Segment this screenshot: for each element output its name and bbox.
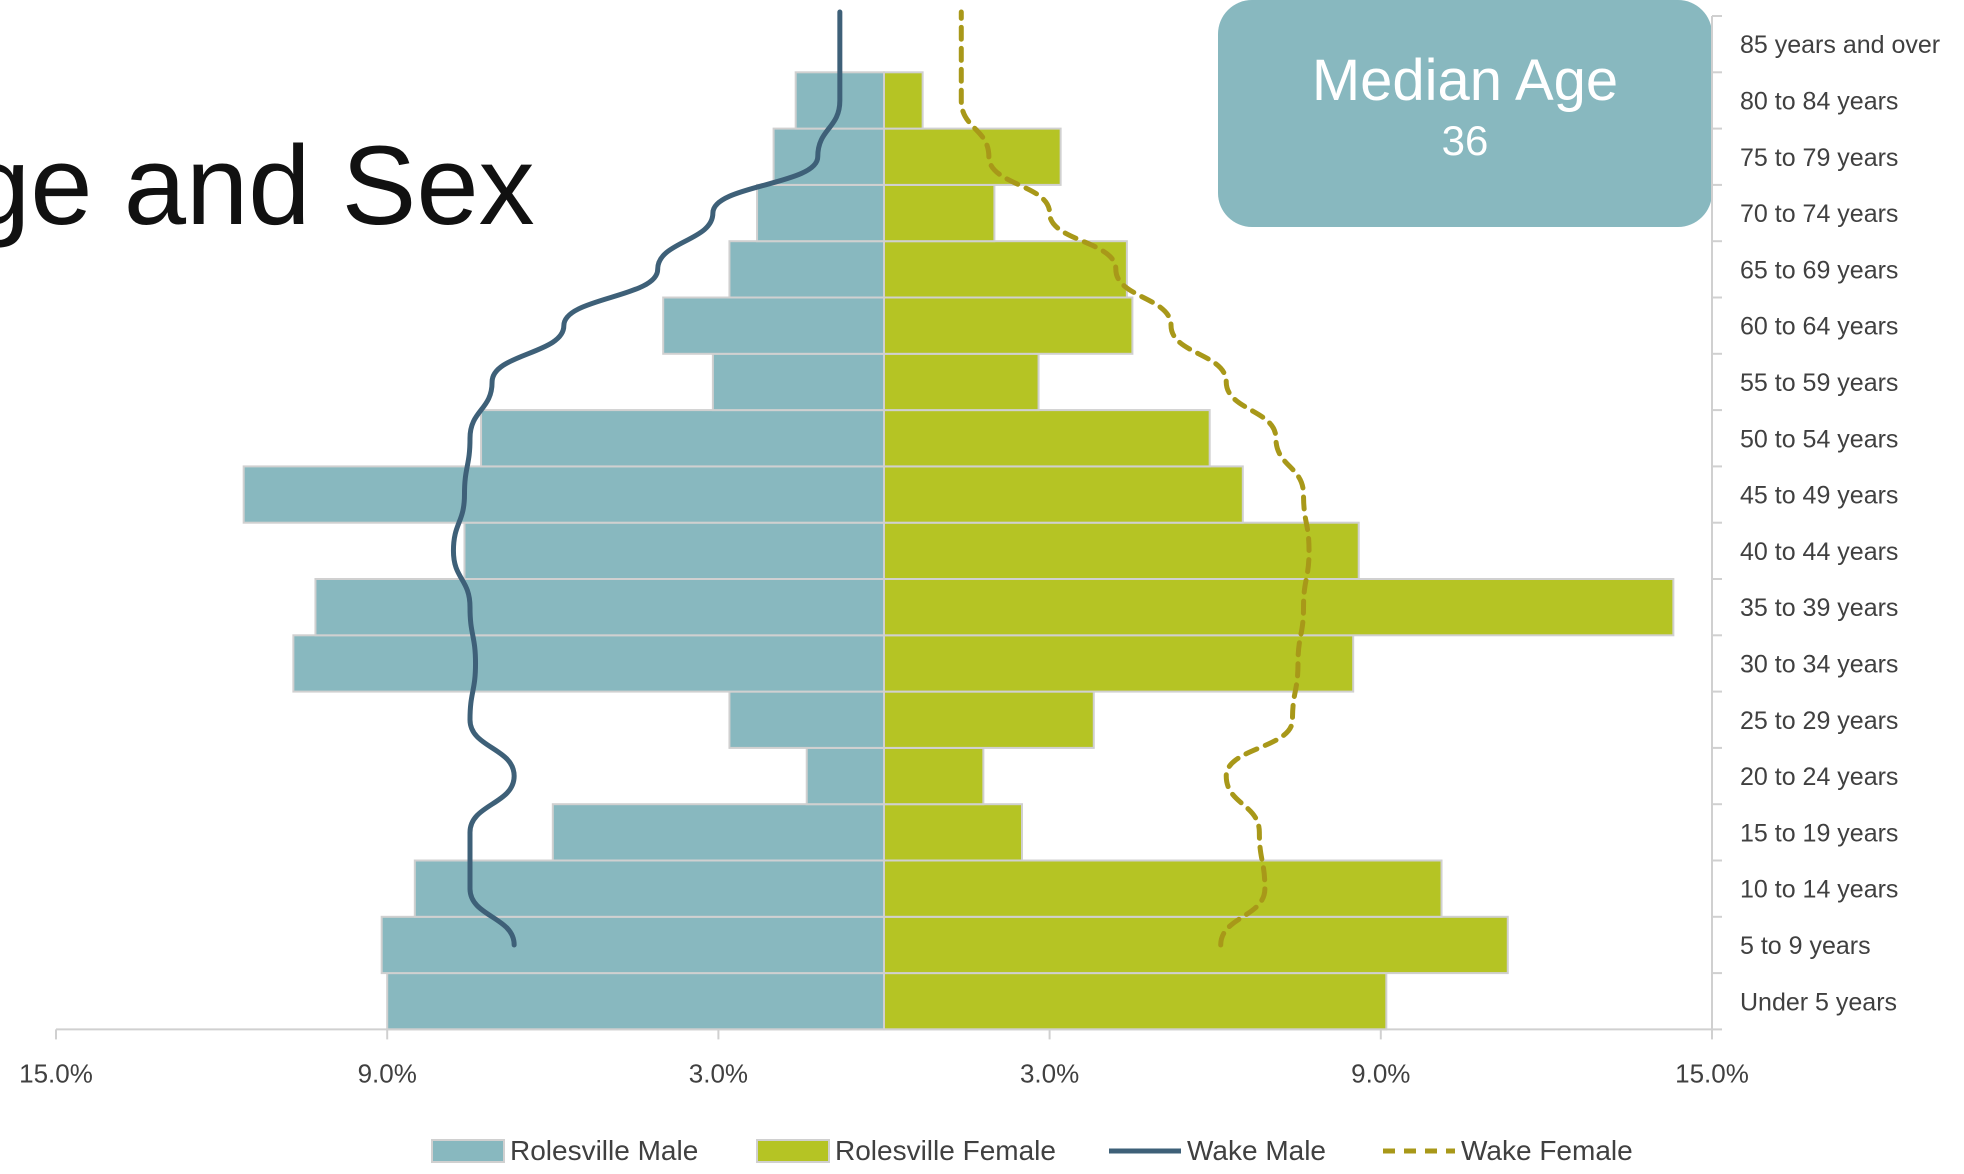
rolesville-male-bar — [756, 183, 885, 243]
rolesville-male-bar — [242, 465, 885, 524]
rolesville-male-bar — [728, 690, 885, 749]
wake-female-line — [958, 9, 1312, 948]
rolesville-female-bar — [883, 972, 1388, 1031]
x-tick-label: 15.0% — [19, 1058, 93, 1088]
y-tick-label: 5 to 9 years — [1740, 932, 1871, 960]
rolesville-female-bar — [883, 859, 1443, 918]
y-tick-label: 25 to 29 years — [1740, 707, 1898, 735]
rolesville-female-legend-label: Rolesville Female — [835, 1135, 1056, 1166]
rolesville-female-bar — [883, 71, 924, 130]
rolesville-female-bar — [883, 690, 1095, 749]
rolesville-male-bar — [551, 803, 885, 862]
y-tick-label: 15 to 19 years — [1740, 819, 1898, 847]
y-tick-label: Under 5 years — [1740, 988, 1897, 1016]
rolesville-male-bar — [662, 296, 886, 355]
y-tick-label: 45 to 49 years — [1740, 482, 1898, 510]
rolesville-female-bar — [883, 352, 1040, 412]
y-tick-label: 50 to 54 years — [1740, 425, 1898, 453]
rolesville-male-legend-label: Rolesville Male — [510, 1135, 698, 1166]
rolesville-female-bar — [883, 183, 996, 243]
wake-female-legend-label: Wake Female — [1461, 1135, 1633, 1166]
y-tick-label: 55 to 59 years — [1740, 369, 1898, 397]
rolesville-male-bar — [728, 240, 885, 299]
rolesville-female-bar — [883, 409, 1211, 468]
x-tick-label: 9.0% — [1351, 1058, 1410, 1088]
y-tick-label: 10 to 14 years — [1740, 876, 1898, 904]
x-tick-label: 3.0% — [1020, 1058, 1079, 1088]
rolesville-female-bar — [883, 915, 1509, 975]
rolesville-female-bar — [883, 634, 1355, 693]
y-tick-label: 60 to 64 years — [1740, 313, 1898, 341]
rolesville-male-bar — [480, 409, 885, 468]
rolesville-male-legend-swatch — [431, 1139, 505, 1163]
rolesville-female-bar — [883, 578, 1675, 637]
rolesville-female-bar — [883, 465, 1244, 524]
rolesville-female-bar — [883, 296, 1134, 355]
wake-male-line — [450, 9, 843, 948]
wake-male-legend-label: Wake Male — [1187, 1135, 1326, 1166]
rolesville-male-bar — [463, 521, 885, 581]
x-tick-label: 15.0% — [1675, 1058, 1749, 1088]
rolesville-female-bar — [883, 746, 985, 806]
y-tick-label: 85 years and over — [1740, 31, 1940, 59]
x-tick-label: 3.0% — [689, 1058, 748, 1088]
rolesville-male-bar — [386, 972, 885, 1031]
rolesville-female-bar — [883, 803, 1023, 862]
rolesville-female-bar — [883, 240, 1128, 299]
y-tick-label: 35 to 39 years — [1740, 594, 1898, 622]
rolesville-male-bar — [413, 859, 885, 918]
y-tick-label: 20 to 24 years — [1740, 763, 1898, 791]
y-tick-label: 40 to 44 years — [1740, 538, 1898, 566]
median-age-card: Median Age 36 — [1218, 0, 1712, 227]
y-tick-label: 75 to 79 years — [1740, 144, 1898, 172]
y-tick-label: 30 to 34 years — [1740, 650, 1898, 678]
median-age-label: Median Age — [1311, 48, 1619, 113]
y-tick-label: 80 to 84 years — [1740, 87, 1898, 115]
rolesville-male-bar — [292, 634, 885, 693]
y-tick-label: 65 to 69 years — [1740, 256, 1898, 284]
rolesville-male-bar — [711, 352, 885, 412]
page-title: ge and Sex — [0, 123, 535, 248]
rolesville-female-legend-swatch — [756, 1139, 830, 1163]
x-tick-label: 9.0% — [358, 1058, 417, 1088]
rolesville-male-bar — [314, 578, 885, 637]
rolesville-male-bar — [805, 746, 885, 806]
rolesville-male-bar — [380, 915, 885, 975]
y-tick-label: 70 to 74 years — [1740, 200, 1898, 228]
rolesville-female-bar — [883, 521, 1360, 581]
median-age-value: 36 — [1441, 117, 1489, 164]
rolesville-female-bar — [883, 127, 1062, 186]
